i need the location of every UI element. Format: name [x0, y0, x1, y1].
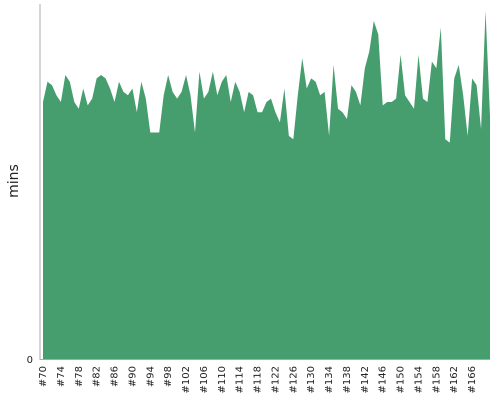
x-tick-label: #74 [56, 366, 67, 387]
x-tick-label: #134 [324, 366, 335, 393]
x-tick-label: #122 [270, 366, 281, 393]
x-tick-label: #114 [235, 366, 246, 393]
series-area [43, 10, 490, 359]
x-tick-label: #98 [163, 366, 174, 387]
x-tick-label: #130 [306, 366, 317, 393]
x-tick-label: #106 [199, 366, 210, 393]
x-tick-label: #166 [467, 366, 478, 393]
x-tick-label: #142 [360, 366, 371, 393]
x-tick-label: #150 [396, 366, 407, 393]
axes [39, 4, 490, 360]
x-tick-label: #110 [217, 366, 228, 393]
x-tick-label: #118 [253, 366, 264, 393]
y-axis-label: mins [6, 164, 22, 198]
x-tick-label: #138 [342, 366, 353, 393]
x-tick-label: #82 [92, 366, 103, 387]
x-tick-label: #94 [145, 366, 156, 387]
x-tick-label: #146 [378, 366, 389, 393]
y-tick-label: 0 [27, 355, 33, 366]
y-axis-tick-labels: 0 [27, 355, 33, 366]
x-axis-tick-labels: #70 #74 #78 #82 #86 #90 #94 #98 #102 #106 #110 #114… [38, 366, 478, 393]
x-tick-label: #154 [413, 366, 424, 393]
x-tick-label: #90 [127, 366, 138, 387]
x-tick-label: #78 [74, 366, 85, 387]
x-tick-label: #70 [38, 366, 49, 387]
x-tick-label: #86 [110, 366, 121, 387]
x-tick-label: #126 [288, 366, 299, 393]
x-tick-label: #102 [181, 366, 192, 393]
x-tick-label: #162 [449, 366, 460, 393]
plot-area [43, 10, 490, 359]
x-tick-label: #158 [431, 366, 442, 393]
